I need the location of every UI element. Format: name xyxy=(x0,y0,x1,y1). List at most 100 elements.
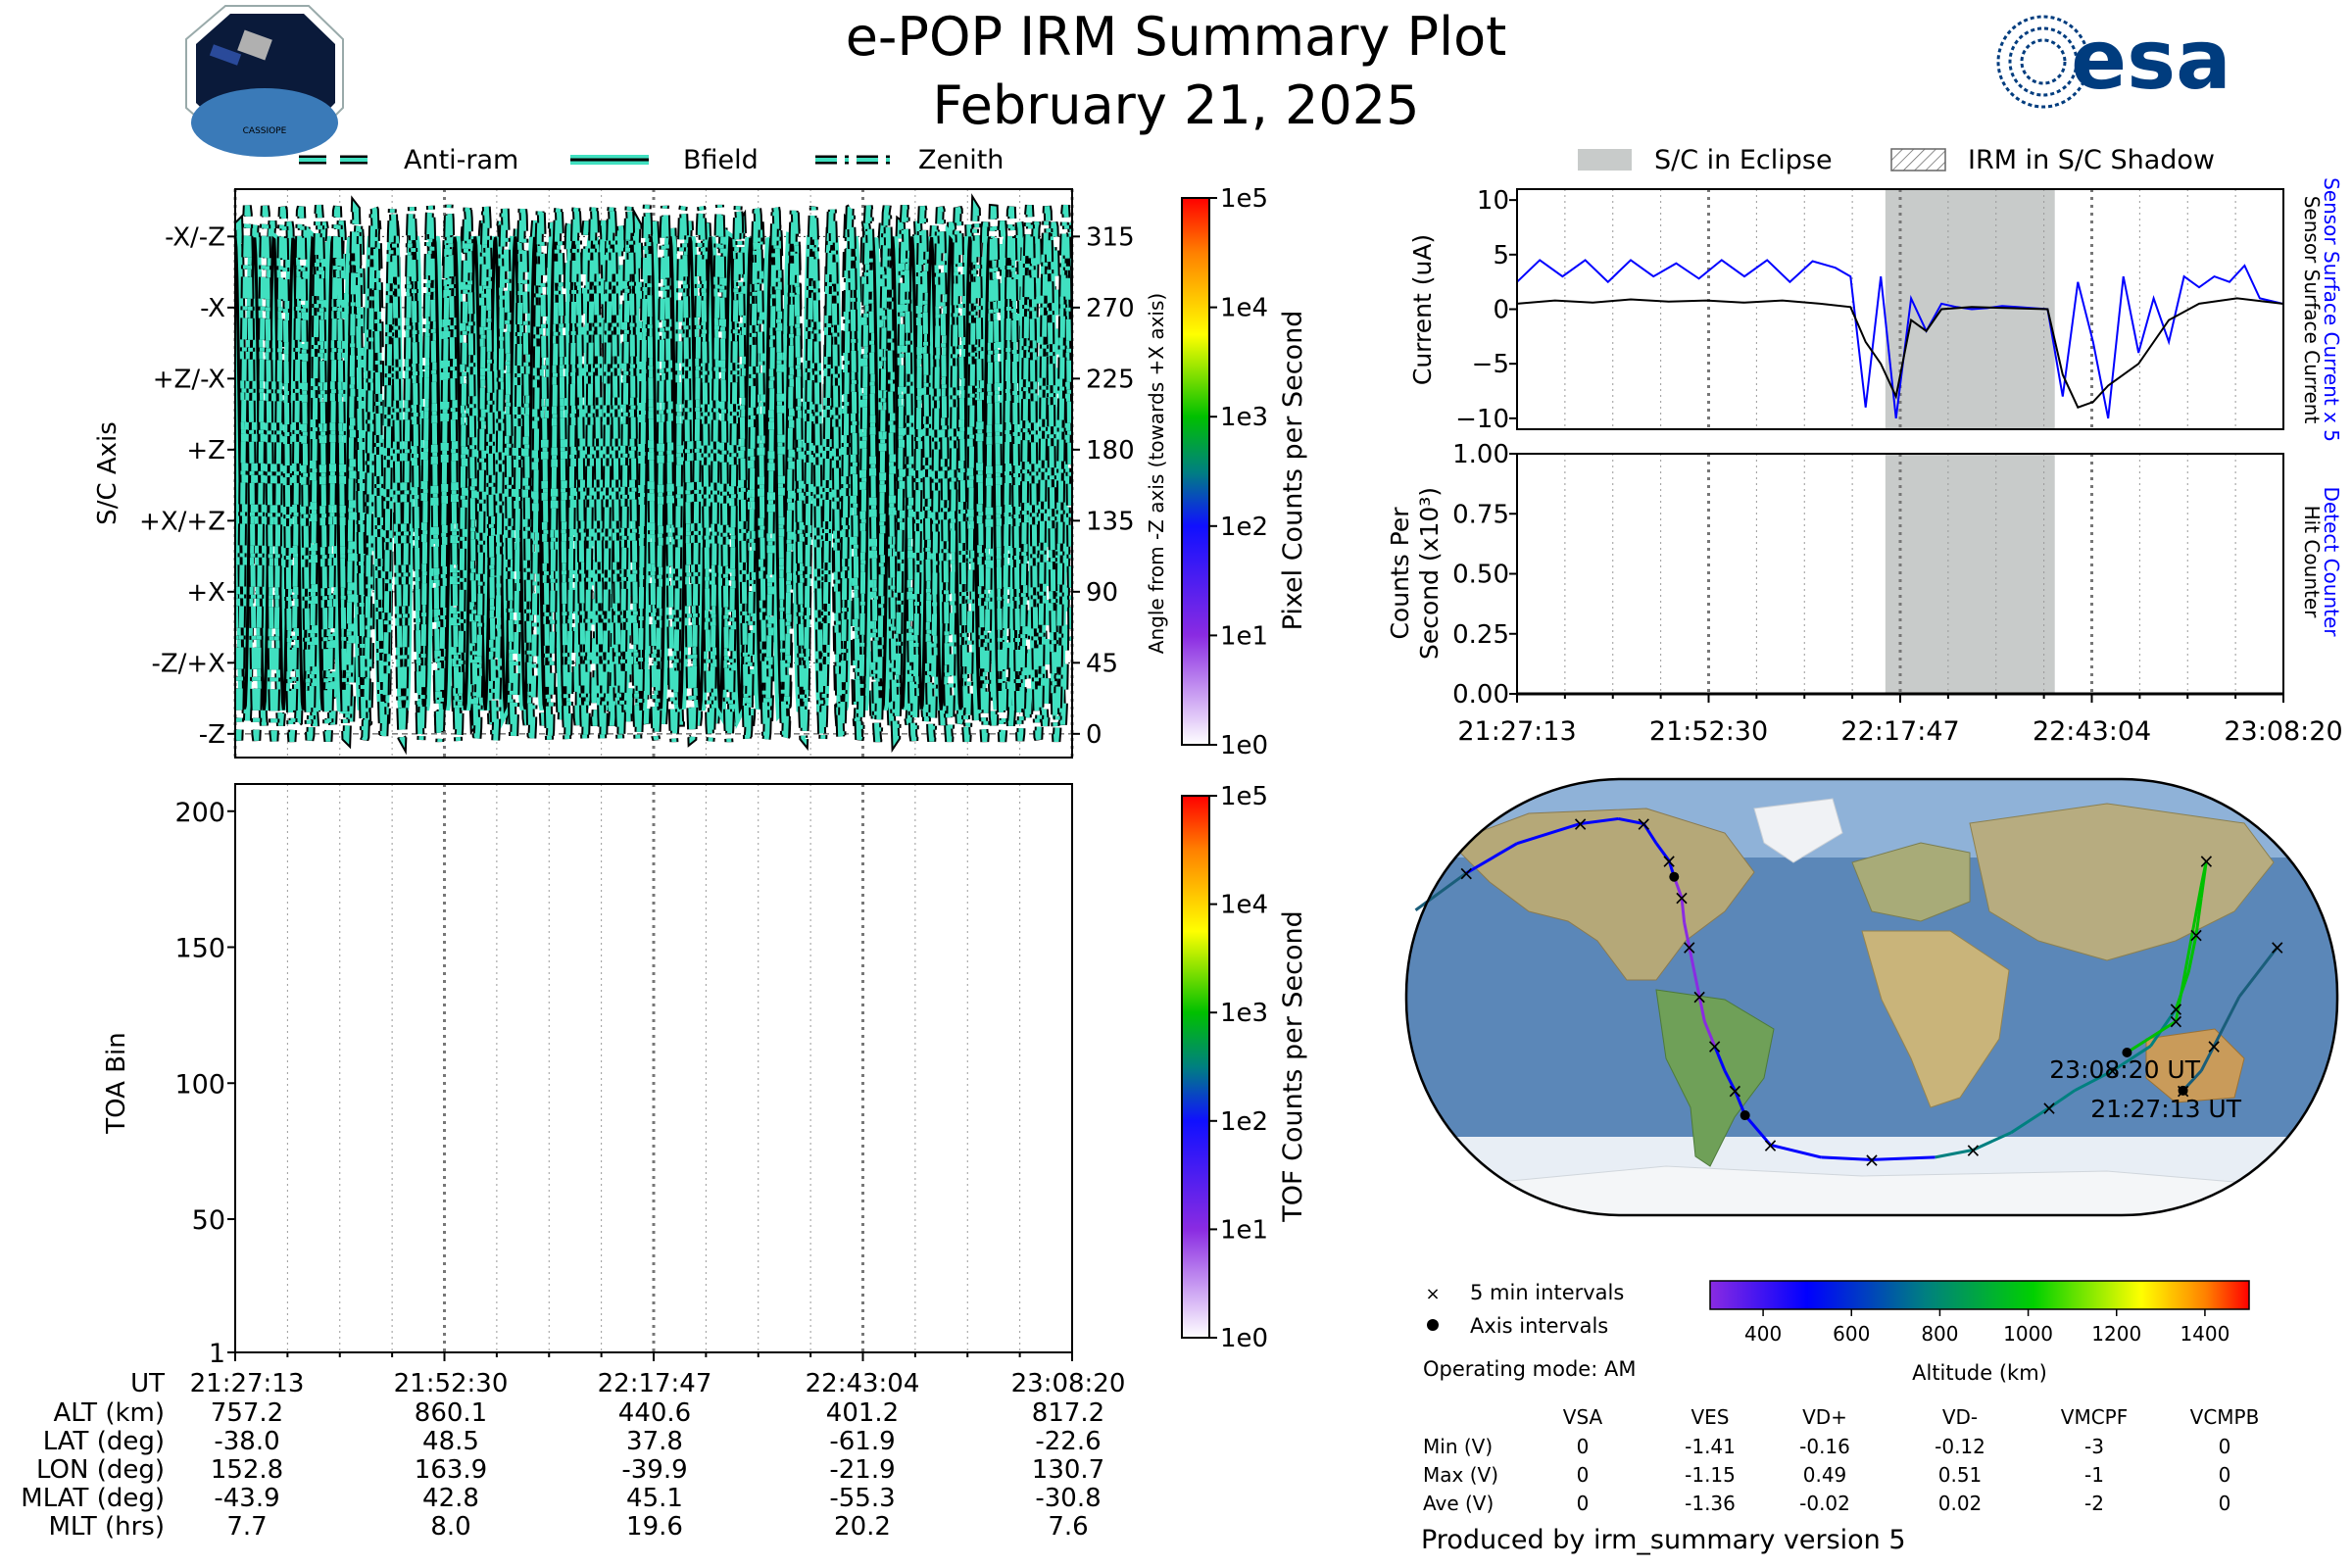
altitude-tick-label: 600 xyxy=(1833,1322,1870,1346)
left-tick-label: -Z/+X xyxy=(151,649,225,678)
legend-zenith: Zenith xyxy=(918,145,1004,175)
angle-legend: Anti-ram Bfield Zenith xyxy=(299,145,1004,175)
track-start-label: 21:27:13 UT xyxy=(2090,1095,2242,1123)
track-segment xyxy=(2237,946,2278,998)
ephemeris-cell: -61.9 xyxy=(829,1427,895,1456)
voltage-cell: 0.49 xyxy=(1803,1463,1847,1487)
toa-ticks: 200 150 100 50 1 xyxy=(174,798,1073,1369)
right-tick-label: 180 xyxy=(1086,436,1135,466)
current-tick-label: 10 xyxy=(1477,186,1509,216)
track-segment xyxy=(1871,1155,1936,1161)
track-segment xyxy=(1516,822,1582,846)
left-tick-label: +X xyxy=(186,578,225,608)
land-south-america xyxy=(1655,989,1775,1167)
counts-panel: 1.00 0.75 0.50 0.25 0.00 21:27:13 21:52:30 22:1… xyxy=(1386,440,2343,747)
track-5min-marker: × xyxy=(2198,849,2215,872)
x-marker-icon: × xyxy=(1425,1284,1440,1304)
track-5min-marker: × xyxy=(1674,886,1690,909)
agency-logo: esa xyxy=(1996,12,2231,109)
current-series-line xyxy=(1516,297,2283,409)
current-right-label-blue: Sensor Surface Current x 5 xyxy=(2320,177,2343,442)
track-group: ××××××××××××××××××××× xyxy=(1414,811,2285,1171)
toa-grid xyxy=(234,784,1073,1352)
track-axis-marker xyxy=(1669,871,1680,882)
ephemeris-cell: 21:52:30 xyxy=(394,1369,509,1398)
ephemeris-row-label: MLAT (deg) xyxy=(21,1484,165,1513)
ephemeris-cell: -22.6 xyxy=(1035,1427,1101,1456)
track-axis-marker xyxy=(2178,1085,2188,1096)
land-antarctica xyxy=(1406,1165,2337,1215)
altitude-tick-label: 1400 xyxy=(2180,1322,2230,1346)
ephemeris-cell: 23:08:20 xyxy=(1011,1369,1126,1398)
current-tick-label: 0 xyxy=(1493,296,1509,325)
track-segment xyxy=(1580,816,1619,825)
legend-eclipse: S/C in Eclipse xyxy=(1654,145,1833,175)
toa-tick-label: 1 xyxy=(209,1339,225,1369)
track-segment xyxy=(1972,1131,2012,1152)
pixel-colorbar-label: Pixel Counts per Second xyxy=(1278,311,1308,631)
ephemeris-cell: -30.8 xyxy=(1035,1484,1101,1513)
track-5min-marker: × xyxy=(2104,1059,2121,1083)
tof-colorbar: 1e5 1e4 1e3 1e2 1e1 1e0 TOF Counts per Second xyxy=(1181,782,1308,1353)
right-tick-label: 90 xyxy=(1086,578,1118,608)
track-5min-marker: × xyxy=(1965,1138,1982,1161)
colorbar-tick-label: 1e0 xyxy=(1220,1324,1268,1353)
ephemeris-row-label: MLT (hrs) xyxy=(49,1512,166,1542)
ephemeris-row-label: LON (deg) xyxy=(36,1455,165,1485)
track-segment xyxy=(2111,1045,2152,1072)
left-tick-label: -X xyxy=(200,294,225,323)
track-5min-marker: × xyxy=(2206,1034,2223,1057)
counts-right-label-black: Hit Counter xyxy=(2300,506,2324,618)
colorbar-tick-label: 1e4 xyxy=(1220,294,1268,323)
land-greenland xyxy=(1753,798,1843,863)
pixel-colorbar: 1e5 1e4 1e3 1e2 1e1 1e0 Pixel Counts per Seco… xyxy=(1181,184,1308,760)
current-tick-label: −5 xyxy=(1472,350,1509,379)
voltage-cell: 0 xyxy=(2219,1435,2231,1458)
tof-colorbar-label: TOF Counts per Second xyxy=(1278,910,1308,1223)
map-frame xyxy=(1404,777,2339,1217)
track-segment xyxy=(1713,1045,1727,1072)
track-5min-marker: × xyxy=(1572,811,1589,835)
right-tick-label: 315 xyxy=(1086,222,1135,252)
altitude-colorbar: 400 600 800 1000 1200 1400 Altitude (km) xyxy=(1709,1280,2250,1385)
colorbar-tick-label: 1e1 xyxy=(1220,621,1268,651)
ephemeris-cell: 8.0 xyxy=(430,1512,470,1542)
counts-x-tick-label: 21:52:30 xyxy=(1649,716,1768,747)
voltage-cell: -1.41 xyxy=(1685,1435,1736,1458)
right-tick-label: 270 xyxy=(1086,294,1135,323)
counts-x-tick-label: 23:08:20 xyxy=(2224,716,2342,747)
voltage-header: VSA xyxy=(1563,1405,1603,1429)
ephemeris-cell: 401.2 xyxy=(826,1398,899,1428)
ephemeris-cell: 7.7 xyxy=(226,1512,267,1542)
track-end-label: 23:08:20 UT xyxy=(2049,1055,2201,1084)
eclipse-band xyxy=(1885,454,2055,694)
voltage-cell: -3 xyxy=(2084,1435,2104,1458)
angle-frame xyxy=(234,188,1073,759)
colorbar-tick-label: 1e1 xyxy=(1220,1215,1268,1245)
track-5min-marker: × xyxy=(1706,1034,1723,1057)
left-tick-label: -Z xyxy=(199,720,225,750)
legend-axis: Axis intervals xyxy=(1470,1314,1608,1338)
mission-logo-text: CASSIOPE xyxy=(243,126,287,136)
left-tick-label: -X/-Z xyxy=(165,222,225,252)
track-segment xyxy=(1723,1069,1737,1092)
ephemeris-cell: 7.6 xyxy=(1048,1512,1088,1542)
voltage-cell: -1.15 xyxy=(1685,1463,1736,1487)
track-segment xyxy=(1821,1155,1873,1161)
land-north-america xyxy=(1449,808,1755,981)
right-tick-label: 45 xyxy=(1086,649,1118,678)
voltage-cell: 0 xyxy=(2219,1492,2231,1515)
track-5min-marker: × xyxy=(1636,811,1652,835)
current-series-line xyxy=(1516,259,2283,419)
track-5min-marker: × xyxy=(1864,1148,1881,1171)
toa-panel: 200 150 100 50 1 TOA Bin xyxy=(102,783,1073,1369)
track-segment xyxy=(1618,816,1644,825)
colorbar-tick-label: 1e5 xyxy=(1220,184,1268,214)
page-title: e-POP IRM Summary Plot xyxy=(846,6,1507,68)
counts-tick-label: 0.75 xyxy=(1452,500,1509,529)
left-tick-label: +Z/-X xyxy=(153,365,225,394)
track-5min-marker: × xyxy=(1661,849,1678,872)
voltage-cell: 0 xyxy=(1577,1463,1590,1487)
right-tick-label: 135 xyxy=(1086,507,1135,536)
angle-ticks: -X/-Z 315 -X 270 +Z/-X 225 +Z 180 +X/+Z 135 +X 90 -Z… xyxy=(139,222,1135,750)
